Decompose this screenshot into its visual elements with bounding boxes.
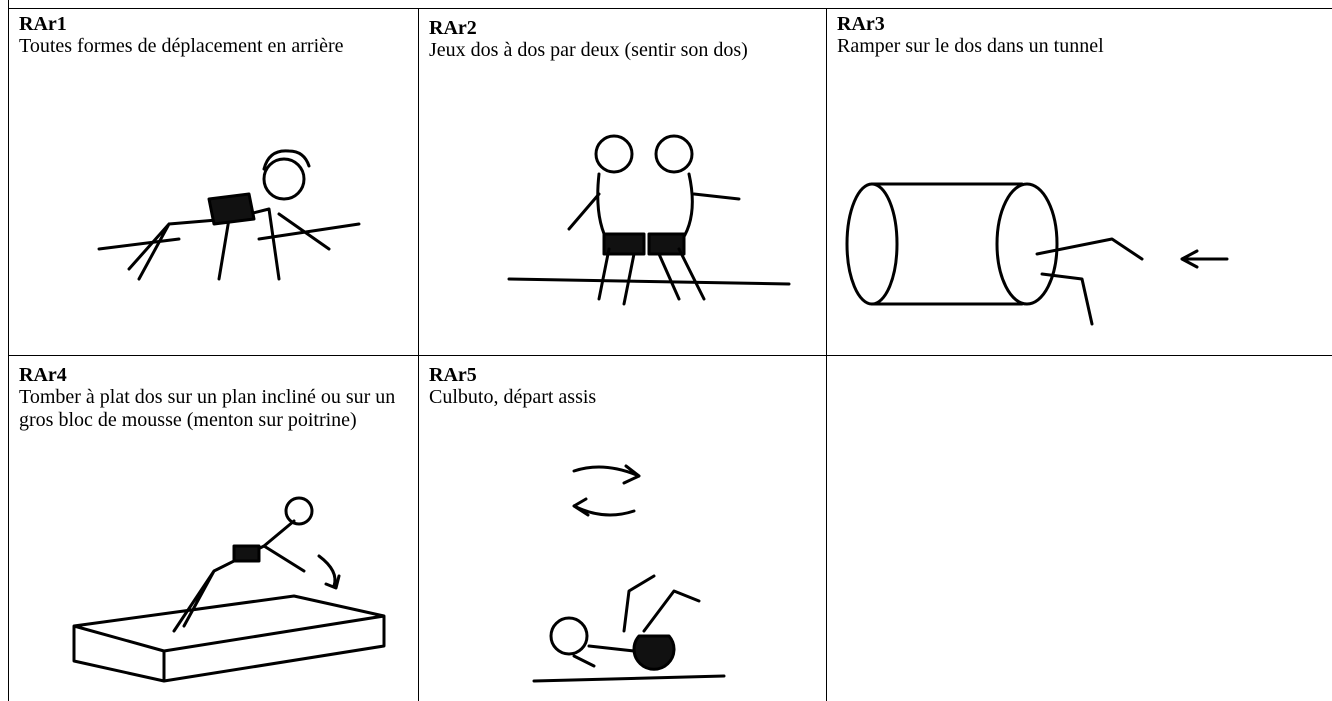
cell-text: Toutes formes de déplacement en arrière (19, 35, 344, 57)
row-border (8, 355, 1332, 356)
illustration (72, 496, 386, 683)
cell-text: Jeux dos à dos par deux (sentir son dos) (429, 39, 748, 61)
column-border (418, 8, 419, 701)
cell-code: RAr4 (19, 364, 67, 386)
cell-text: Tomber à plat dos sur un plan incliné ou… (19, 386, 396, 431)
illustration (532, 464, 726, 683)
cell: RAr1 Toutes formes de déplacement en arr… (9, 9, 409, 355)
cell-text: Ramper sur le dos dans un tunnel (837, 35, 1104, 57)
table-border (8, 8, 1332, 9)
cell: RAr2 Jeux dos à dos par deux (sentir son… (419, 9, 819, 355)
cell-code: RAr1 (19, 13, 67, 35)
illustration (845, 182, 1229, 326)
illustration (97, 149, 361, 281)
column-border (826, 8, 827, 701)
table-border (8, 0, 9, 701)
cell-code: RAr3 (837, 13, 885, 35)
cell-code: RAr5 (429, 364, 477, 386)
cell: RAr4 Tomber à plat dos sur un plan incli… (9, 356, 409, 701)
cell-text: Culbuto, départ assis (429, 386, 597, 408)
illustration (507, 134, 791, 306)
cell: RAr5 Culbuto, départ assis (419, 356, 819, 701)
cell: RAr3 Ramper sur le dos dans un tunnel (827, 9, 1327, 355)
cell-code: RAr2 (429, 17, 477, 39)
